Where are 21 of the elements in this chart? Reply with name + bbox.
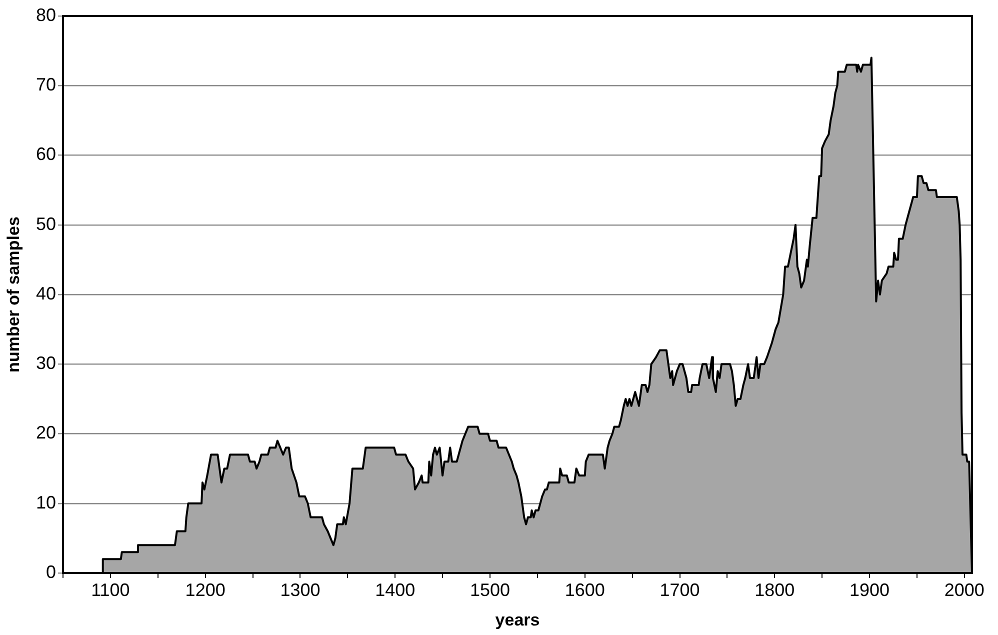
y-tick-label: 10 xyxy=(36,492,56,512)
y-axis-title: number of samples xyxy=(4,216,23,372)
x-tick-label: 1300 xyxy=(280,580,320,600)
y-tick-label: 70 xyxy=(36,74,56,95)
y-tick-label: 0 xyxy=(46,562,56,582)
y-tick-label: 40 xyxy=(36,283,56,304)
x-tick-label: 1800 xyxy=(754,580,795,600)
x-tick-label: 1900 xyxy=(850,580,890,600)
x-axis-title: years xyxy=(495,610,540,630)
y-tick-label: 80 xyxy=(36,4,56,25)
x-tick-label: 1100 xyxy=(91,580,130,600)
x-tick-label: 2000 xyxy=(944,580,984,600)
x-tick-label: 1700 xyxy=(660,580,700,600)
x-tick-label: 1500 xyxy=(470,580,510,600)
y-tick-label: 20 xyxy=(36,422,56,443)
x-tick-label: 1600 xyxy=(564,580,605,600)
y-tick-label: 50 xyxy=(36,214,56,234)
y-tick-label: 60 xyxy=(36,144,56,164)
x-tick-label: 1400 xyxy=(375,580,416,600)
y-tick-label: 30 xyxy=(36,353,56,374)
x-tick-label: 1200 xyxy=(185,580,226,600)
